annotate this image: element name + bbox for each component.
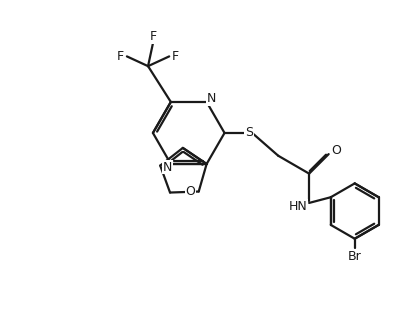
Text: F: F (172, 50, 179, 63)
Text: S: S (244, 126, 252, 139)
Text: N: N (162, 161, 172, 174)
Text: F: F (149, 30, 156, 43)
Text: F: F (117, 50, 124, 63)
Text: N: N (206, 92, 216, 105)
Text: O: O (330, 144, 340, 157)
Text: O: O (185, 185, 195, 198)
Text: HN: HN (288, 200, 306, 213)
Text: Br: Br (347, 250, 361, 263)
